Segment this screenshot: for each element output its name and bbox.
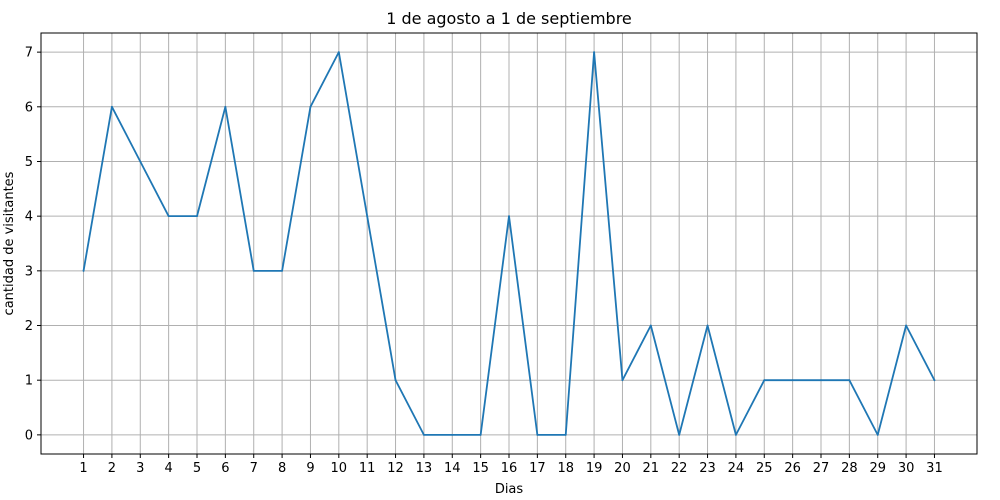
series-layer: [82, 51, 936, 436]
y-axis-label: cantidad de visitantes: [2, 171, 17, 315]
data-point: [791, 379, 794, 382]
x-tick-label: 9: [306, 461, 314, 476]
x-tick-label: 4: [164, 461, 172, 476]
x-tick-label: 31: [926, 461, 943, 476]
data-point: [309, 105, 312, 108]
x-tick-label: 13: [416, 461, 433, 476]
x-tick-label: 19: [586, 461, 603, 476]
data-point: [196, 215, 198, 218]
x-tick-label: 22: [671, 461, 688, 476]
data-point: [451, 433, 454, 436]
data-point: [423, 433, 425, 436]
x-tick-label: 11: [359, 461, 376, 476]
x-tick-label: 14: [444, 461, 461, 476]
y-tick-label: 0: [25, 428, 33, 443]
data-point: [848, 379, 851, 382]
data-point: [337, 51, 340, 54]
x-tick-label: 10: [331, 461, 348, 476]
data-point: [735, 433, 737, 436]
x-tick-label: 16: [501, 461, 518, 476]
y-tick-label: 6: [25, 100, 33, 115]
x-tick-label: 15: [472, 461, 489, 476]
data-point: [394, 379, 397, 382]
x-tick-label: 23: [699, 461, 716, 476]
x-tick-label: 2: [108, 461, 116, 476]
x-tick-label: 17: [529, 461, 546, 476]
x-tick-label: 1: [79, 461, 87, 476]
data-point: [706, 324, 709, 327]
x-axis-ticks: 1 2 3 4 5 6 7 8 9 10 11 12 13 14 15 16 17 18 19 20 21 22 23 24 2…: [79, 454, 943, 476]
y-tick-label: 2: [25, 319, 33, 334]
x-tick-label: 21: [643, 461, 660, 476]
data-point: [678, 433, 681, 436]
x-tick-label: 6: [221, 461, 229, 476]
data-point: [933, 379, 936, 382]
data-point: [621, 379, 624, 382]
x-axis-label: Dias: [495, 482, 524, 497]
data-point: [252, 269, 255, 272]
data-point: [593, 51, 595, 54]
x-tick-label: 25: [756, 461, 773, 476]
data-point: [536, 433, 539, 436]
data-point: [564, 433, 567, 436]
x-tick-label: 3: [136, 461, 144, 476]
x-tick-label: 18: [557, 461, 574, 476]
data-point: [820, 379, 822, 382]
data-point: [139, 160, 142, 163]
x-tick-label: 24: [728, 461, 745, 476]
x-tick-label: 7: [250, 461, 258, 476]
x-tick-label: 5: [193, 461, 201, 476]
data-point: [82, 269, 85, 272]
y-tick-label: 5: [25, 155, 33, 170]
x-tick-label: 26: [784, 461, 801, 476]
x-tick-label: 12: [387, 461, 404, 476]
data-point: [167, 215, 170, 218]
y-tick-label: 3: [25, 264, 33, 279]
data-point: [111, 105, 113, 108]
data-point: [763, 379, 766, 382]
x-tick-label: 8: [278, 461, 286, 476]
x-tick-label: 20: [614, 461, 631, 476]
x-tick-label: 27: [813, 461, 830, 476]
chart-title: 1 de agosto a 1 de septiembre: [386, 9, 632, 28]
data-point: [479, 433, 482, 436]
data-point: [366, 215, 369, 218]
data-point: [649, 324, 652, 327]
data-point: [905, 324, 907, 327]
x-tick-label: 28: [841, 461, 858, 476]
data-point: [281, 269, 283, 272]
data-point: [224, 105, 227, 108]
y-tick-label: 4: [25, 210, 33, 225]
x-tick-label: 30: [898, 461, 915, 476]
data-point: [876, 433, 879, 436]
y-tick-label: 7: [25, 46, 33, 61]
x-tick-label: 29: [869, 461, 886, 476]
grid: [41, 33, 977, 454]
y-axis-ticks: 0 1 2 3 4 5 6 7: [25, 46, 41, 443]
y-tick-label: 1: [25, 374, 33, 389]
data-point: [508, 215, 510, 218]
